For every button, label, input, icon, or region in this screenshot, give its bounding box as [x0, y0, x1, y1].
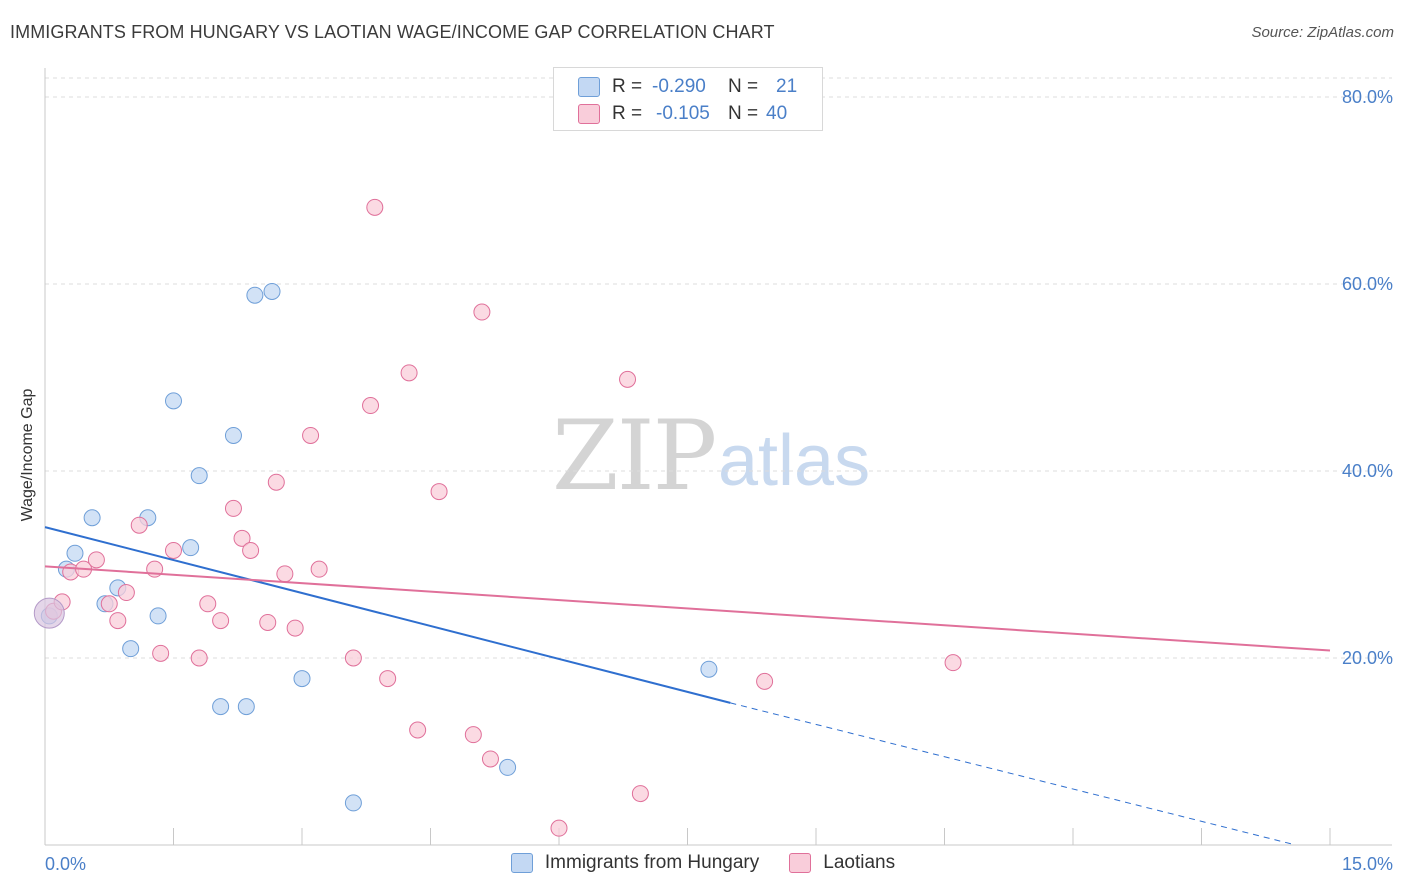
point-laotians: [302, 426, 320, 444]
point-laotians: [224, 499, 242, 517]
point-laotians: [430, 483, 448, 501]
x-tick-label: 15.0%: [1342, 854, 1393, 874]
watermark-atlas: atlas: [718, 421, 871, 501]
point-hungary: [344, 794, 362, 812]
point-hungary: [293, 670, 311, 688]
point-laotians: [631, 785, 649, 803]
point-laotians: [87, 551, 105, 569]
legend-r-value: -0.105: [656, 103, 710, 124]
y-tick-label: 40.0%: [1342, 461, 1393, 481]
point-hungary: [83, 509, 101, 527]
point-hungary: [700, 660, 718, 678]
point-laotians: [944, 654, 962, 672]
y-tick-label: 80.0%: [1342, 87, 1393, 107]
legend-r-label: R =: [612, 103, 643, 124]
point-laotians: [619, 370, 637, 388]
legend-n-label: N =: [728, 76, 759, 97]
point-hungary: [212, 698, 230, 716]
point-laotians: [259, 613, 277, 631]
point-hungary: [263, 282, 281, 300]
point-hungary: [499, 758, 517, 776]
point-hungary: [66, 544, 84, 562]
point-hungary: [182, 539, 200, 557]
series-legend-laotians: Laotians: [789, 852, 895, 874]
point-laotians: [409, 721, 427, 739]
point-laotians: [464, 726, 482, 744]
point-laotians: [276, 565, 294, 583]
source-label: Source: ZipAtlas.com: [1251, 24, 1394, 41]
point-laotians: [379, 670, 397, 688]
point-laotians: [117, 584, 135, 602]
y-tick-label: 20.0%: [1342, 648, 1393, 668]
legend-r-value: -0.290: [652, 76, 706, 97]
point-laotians: [199, 595, 217, 613]
point-laotians: [100, 595, 118, 613]
x-tick-label: 0.0%: [45, 854, 86, 874]
point-laotians: [344, 649, 362, 667]
point-hungary: [149, 607, 167, 625]
point-hungary: [122, 640, 140, 658]
y-tick-label: 60.0%: [1342, 274, 1393, 294]
chart-title: IMMIGRANTS FROM HUNGARY VS LAOTIAN WAGE/…: [10, 22, 775, 42]
trendline-laotians: [44, 565, 1331, 652]
point-laotians: [190, 649, 208, 667]
point-laotians: [267, 473, 285, 491]
point-hungary: [237, 698, 255, 716]
point-cluster: [33, 597, 65, 629]
series-label-laotians: Laotians: [823, 852, 896, 873]
legend-row-hungary: R = -0.290 N = 21: [578, 75, 797, 99]
legend-n-value: 21: [776, 76, 798, 97]
trendline-hungary: [44, 526, 731, 704]
series-swatch-laotians: [789, 853, 812, 873]
point-laotians: [481, 750, 499, 768]
point-hungary: [190, 467, 208, 485]
correlation-legend: R = -0.290 N = 21 R = -0.105 N = 40: [553, 67, 823, 131]
point-laotians: [152, 644, 170, 662]
point-laotians: [109, 612, 127, 630]
point-laotians: [130, 516, 148, 534]
watermark-zip: ZIP: [552, 400, 717, 512]
point-laotians: [756, 672, 774, 690]
legend-swatch-laotians: [578, 104, 600, 124]
series-swatch-hungary: [510, 853, 533, 873]
legend-n-value: 40: [766, 103, 788, 124]
point-laotians: [242, 541, 260, 559]
point-laotians: [473, 303, 491, 321]
point-laotians: [310, 560, 328, 578]
legend-swatch-hungary: [578, 77, 600, 97]
point-laotians: [362, 397, 380, 415]
point-laotians: [286, 619, 304, 637]
series-legend: Immigrants from Hungary Laotians: [0, 852, 1406, 874]
point-laotians: [212, 612, 230, 630]
legend-n-label: N =: [728, 103, 759, 124]
point-laotians: [233, 529, 251, 547]
point-laotians: [366, 198, 384, 216]
point-hungary: [224, 426, 242, 444]
legend-r-label: R =: [612, 76, 643, 97]
point-hungary: [165, 392, 182, 410]
series-label-hungary: Immigrants from Hungary: [544, 852, 760, 873]
point-laotians: [550, 819, 568, 837]
trendline-hungary-extension: [730, 702, 1296, 846]
point-laotians: [165, 541, 182, 559]
point-laotians: [400, 364, 418, 382]
point-hungary: [246, 286, 264, 304]
series-legend-hungary: Immigrants from Hungary: [510, 852, 760, 874]
legend-row-laotians: R = -0.105 N = 40: [578, 102, 787, 126]
